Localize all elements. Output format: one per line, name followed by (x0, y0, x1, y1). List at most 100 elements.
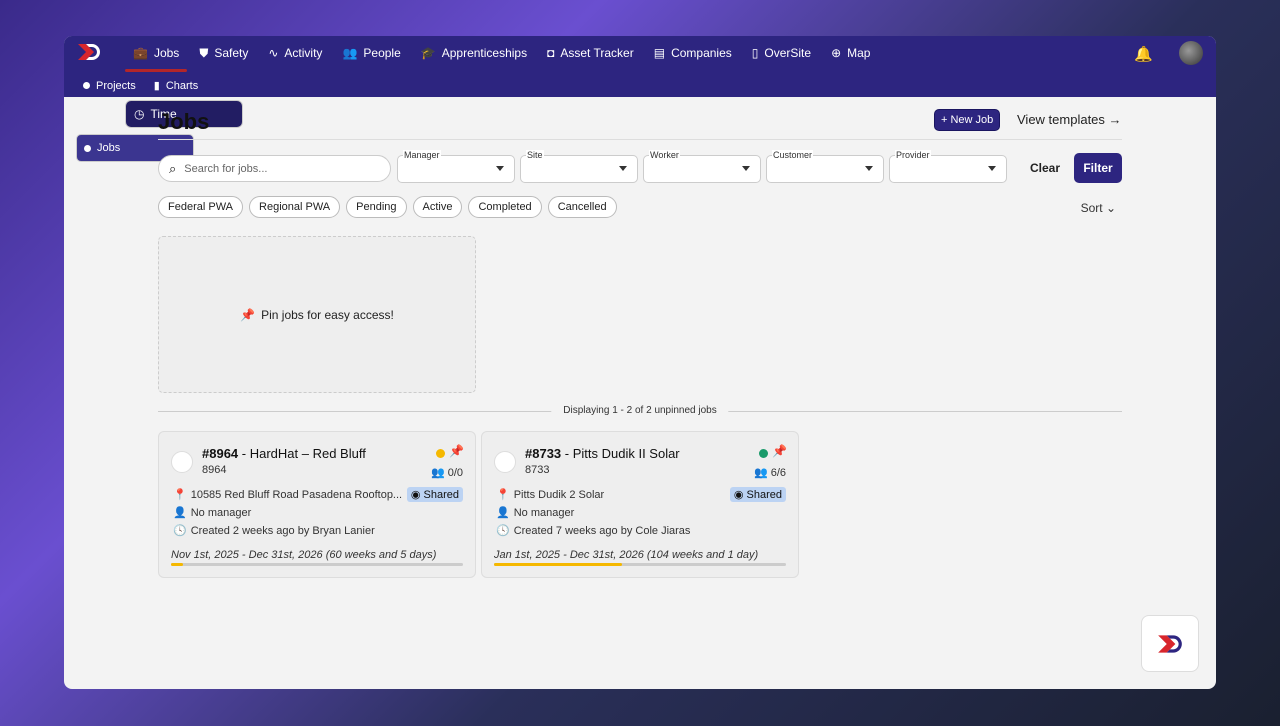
chip-regional-pwa[interactable]: Regional PWA (249, 196, 341, 218)
nav-label: Safety (214, 46, 249, 60)
select-label: Worker (649, 150, 680, 160)
nav-label: People (363, 46, 401, 60)
customer-select[interactable]: Customer (766, 150, 884, 183)
filter-button[interactable]: Filter (1074, 153, 1122, 183)
subnav-charts[interactable]: ▮ Charts (147, 76, 205, 95)
provider-select[interactable]: Provider (889, 150, 1007, 183)
shared-badge: ◉ Shared (406, 487, 463, 502)
shared-badge: ◉ Shared (729, 487, 786, 502)
nav-map[interactable]: ⊕ Map (823, 42, 878, 65)
chip-completed[interactable]: Completed (468, 196, 542, 218)
users-icon: 👥 (430, 467, 445, 479)
graduation-cap-icon: 🎓 (420, 46, 436, 60)
circle-icon (84, 144, 91, 152)
building-icon: ▤ (653, 46, 666, 60)
worker-count: 👥 6/6 (753, 467, 786, 479)
nav-jobs[interactable]: 💼 Jobs (125, 42, 188, 72)
chevron-down-icon: ⌄ (1105, 201, 1116, 215)
status-dot (436, 449, 445, 458)
pin-hint: Pin jobs for easy access! (261, 307, 394, 322)
nav-label: Asset Tracker (560, 46, 634, 60)
company-logo (171, 451, 193, 473)
search-input[interactable]: ⌕ Search for jobs... (158, 155, 391, 182)
search-icon: ⌕ (169, 160, 177, 176)
nav-activity[interactable]: ∿ Activity (260, 42, 330, 65)
company-logo (494, 451, 516, 473)
sort-button[interactable]: Sort ⌄ (1081, 201, 1116, 215)
users-icon: 👥 (342, 46, 358, 60)
chevron-down-icon (742, 166, 750, 171)
nav-asset-tracker[interactable]: ◘ Asset Tracker (539, 42, 642, 65)
job-dates: Jan 1st, 2025 - Dec 31st, 2026 (104 week… (494, 549, 759, 561)
avatar[interactable] (1179, 41, 1203, 65)
view-templates-link[interactable]: View templates → (1017, 112, 1122, 127)
chip-pending[interactable]: Pending (346, 196, 407, 218)
job-manager: 👤 No manager (173, 506, 252, 520)
new-job-button[interactable]: + New Job (934, 109, 1001, 131)
nav-oversite[interactable]: ▯ OverSite (744, 42, 819, 65)
job-card[interactable]: #8964 - HardHat – Red Bluff 8964 📌 👥 0/0… (158, 431, 476, 578)
bell-icon[interactable]: 🔔 (1134, 46, 1153, 63)
pin-icon[interactable]: 📌 (449, 444, 464, 458)
select-label: Site (526, 150, 544, 160)
nav-label: Map (847, 46, 871, 60)
chevron-down-icon (619, 166, 627, 171)
page-title: Jobs (158, 109, 210, 134)
chip-cancelled[interactable]: Cancelled (547, 196, 617, 218)
subnav-projects[interactable]: Projects (76, 76, 143, 95)
displaying-count: Displaying 1 - 2 of 2 unpinned jobs (551, 405, 729, 416)
worker-select[interactable]: Worker (643, 150, 761, 183)
nav-label: Jobs (153, 46, 180, 60)
job-title[interactable]: #8733 - Pitts Dudik II Solar (525, 446, 680, 461)
nav-label: Companies (671, 46, 732, 60)
nav-label: Activity (284, 46, 323, 60)
map-icon: ▯ (751, 46, 759, 60)
user-icon: 👤 (496, 507, 510, 519)
briefcase-icon: 💼 (133, 46, 148, 60)
progress-fill (494, 563, 623, 566)
site-select[interactable]: Site (520, 150, 638, 183)
divider (158, 139, 1122, 140)
manager-select[interactable]: Manager (397, 150, 515, 183)
sort-label: Sort (1080, 201, 1103, 215)
job-dates: Nov 1st, 2025 - Dec 31st, 2026 (60 weeks… (171, 549, 437, 561)
status-dot (759, 449, 768, 458)
dsptch-logo[interactable] (76, 42, 102, 62)
job-created: 🕓 Created 2 weeks ago by Bryan Lanier (173, 524, 375, 538)
clock-icon: 🕓 (173, 525, 187, 537)
nav-apprenticeships[interactable]: 🎓 Apprenticeships (413, 42, 535, 65)
nav-safety[interactable]: ⛊ Safety (191, 42, 256, 65)
pin-icon[interactable]: 📌 (772, 444, 787, 458)
globe-icon: ⊕ (831, 46, 842, 60)
clear-button[interactable]: Clear (1030, 161, 1061, 175)
bar-chart-icon: ▮ (153, 80, 160, 92)
progress-bar (171, 563, 463, 566)
select-label: Manager (403, 150, 441, 160)
chip-federal-pwa[interactable]: Federal PWA (158, 196, 244, 218)
chevron-down-icon (865, 166, 873, 171)
pinned-jobs-area: 📌 Pin jobs for easy access! (158, 236, 476, 393)
job-location: 📍 10585 Red Bluff Road Pasadena Rooftop..… (173, 488, 403, 502)
location-pin-icon: 📍 (496, 489, 510, 501)
eye-icon: ◉ (410, 489, 421, 501)
job-card[interactable]: #8733 - Pitts Dudik II Solar 8733 📌 👥 6/… (481, 431, 799, 578)
nav-label: Time (150, 106, 177, 121)
subnav-label: Charts (165, 79, 199, 92)
nav-people[interactable]: 👥 People (334, 42, 408, 65)
select-label: Provider (895, 150, 931, 160)
eye-icon: ◉ (733, 489, 744, 501)
pulse-icon: ∿ (268, 46, 279, 60)
chevron-down-icon (496, 166, 504, 171)
chip-active[interactable]: Active (412, 196, 463, 218)
subnav-label: Jobs (97, 142, 121, 154)
subnav-label: Projects (96, 79, 136, 92)
clock-icon: ◷ (134, 106, 145, 121)
top-nav: 💼 Jobs ◷ Time ⛊ Safety ∿ Activity 👥 People 🎓 A… (64, 36, 1216, 162)
job-title[interactable]: #8964 - HardHat – Red Bluff (202, 446, 366, 461)
progress-fill (171, 563, 183, 566)
nav-companies[interactable]: ▤ Companies (646, 42, 740, 65)
job-manager: 👤 No manager (496, 506, 575, 520)
dsptch-launcher-button[interactable] (1141, 615, 1199, 672)
users-icon: 👥 (753, 467, 768, 479)
nav-time[interactable]: ◷ Time (125, 99, 243, 128)
